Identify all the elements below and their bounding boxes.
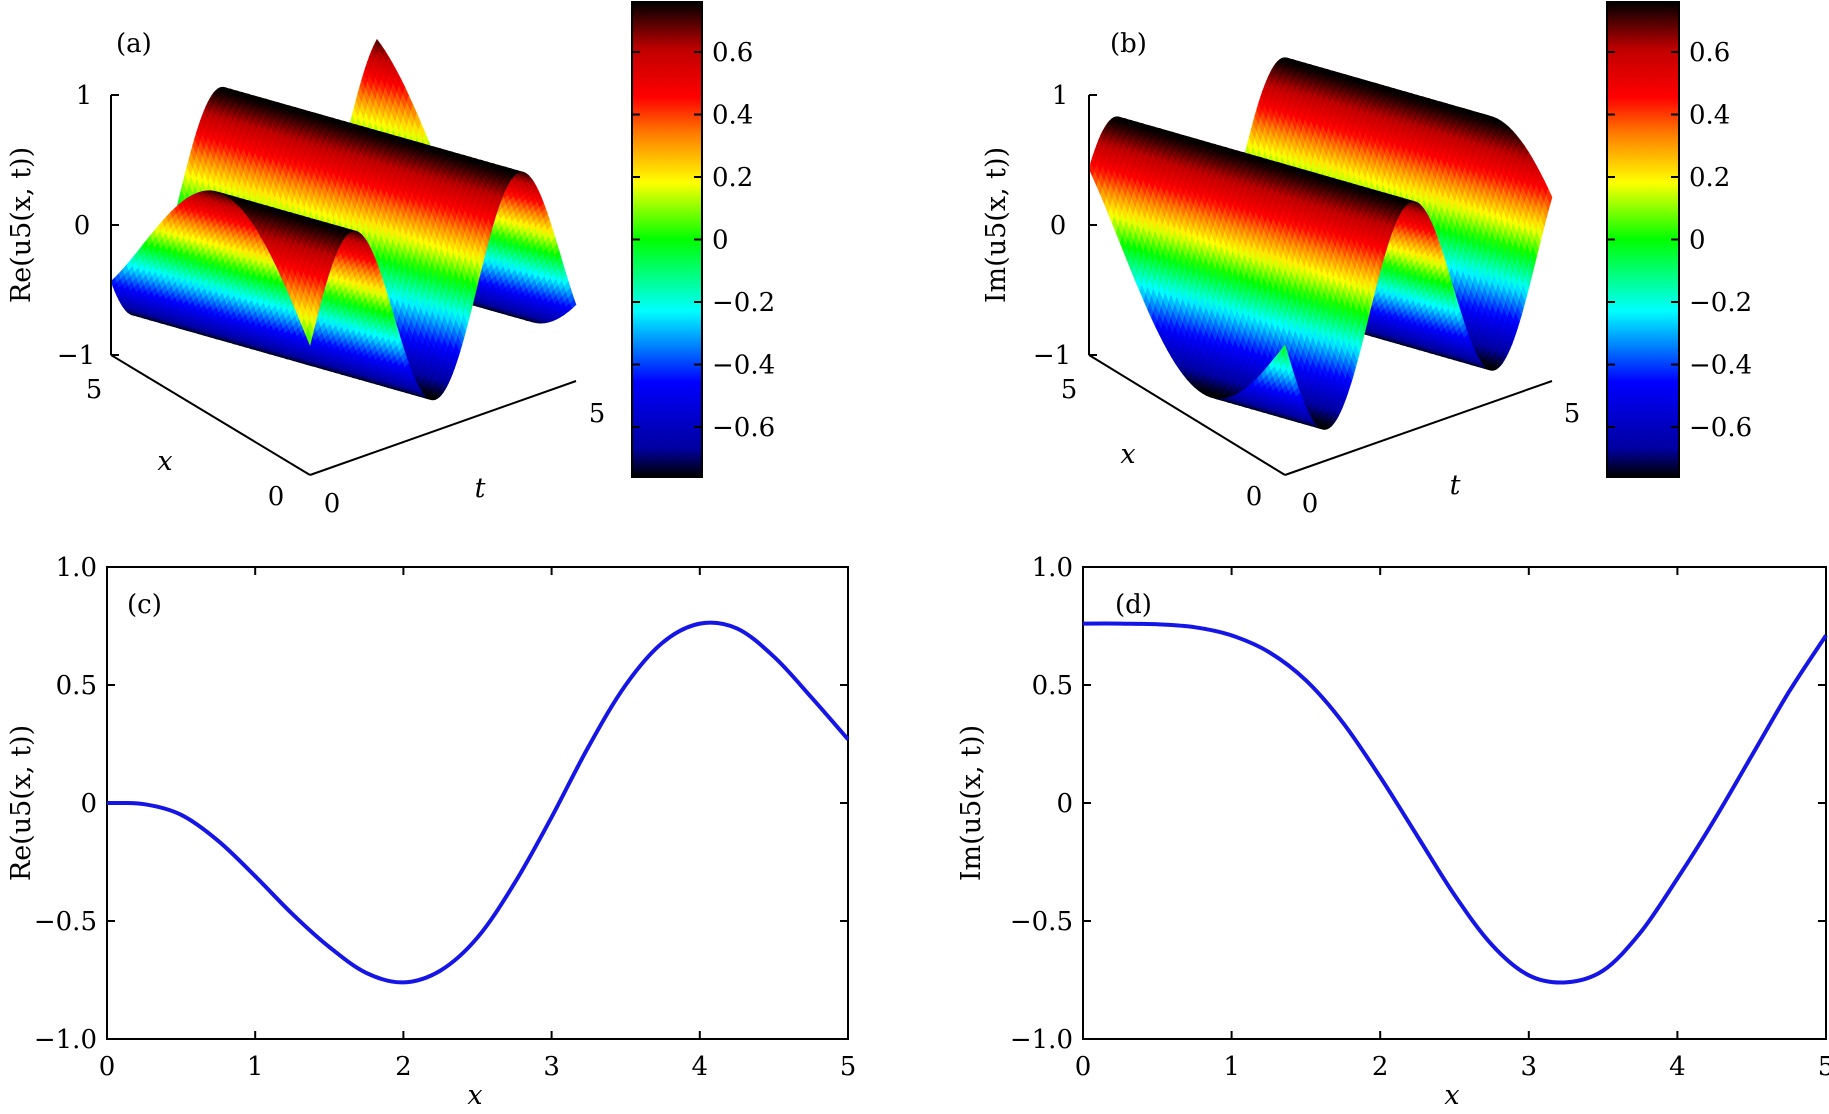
surface-a	[110, 38, 577, 401]
panel-a: 1 0 −1 5 0 0 5 x t Re(u5(x, t)) (a) 0.60…	[6, 1, 775, 519]
